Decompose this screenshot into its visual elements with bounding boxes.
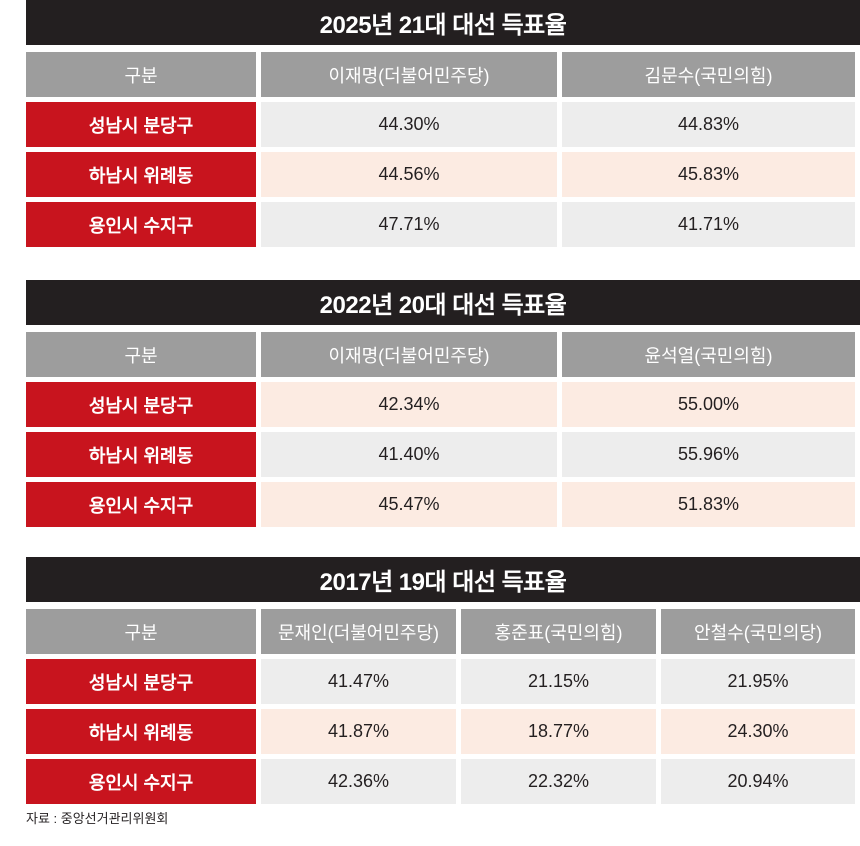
vote-share-cell: 20.94%	[661, 759, 855, 804]
vote-share-cell: 41.87%	[261, 709, 456, 754]
vote-share-cell: 45.83%	[562, 152, 855, 197]
election-table-2017: 2017년 19대 대선 득표율 구분 문재인(더불어민주당) 홍준표(국민의힘…	[26, 557, 860, 804]
table-grid: 구분 문재인(더불어민주당) 홍준표(국민의힘) 안철수(국민의당) 성남시 분…	[26, 609, 860, 804]
vote-share-cell: 22.32%	[461, 759, 656, 804]
column-header: 이재명(더불어민주당)	[261, 332, 557, 377]
vote-share-cell: 21.95%	[661, 659, 855, 704]
column-header: 구분	[26, 609, 256, 654]
column-header: 홍준표(국민의힘)	[461, 609, 656, 654]
region-label: 성남시 분당구	[26, 382, 256, 427]
vote-share-cell: 41.40%	[261, 432, 557, 477]
region-label: 하남시 위례동	[26, 152, 256, 197]
vote-share-cell: 42.36%	[261, 759, 456, 804]
vote-share-cell: 24.30%	[661, 709, 855, 754]
table-title: 2017년 19대 대선 득표율	[26, 557, 860, 602]
region-label: 성남시 분당구	[26, 102, 256, 147]
vote-share-cell: 44.30%	[261, 102, 557, 147]
column-header: 문재인(더불어민주당)	[261, 609, 456, 654]
region-label: 하남시 위례동	[26, 432, 256, 477]
region-label: 용인시 수지구	[26, 482, 256, 527]
vote-share-cell: 47.71%	[261, 202, 557, 247]
vote-share-cell: 41.47%	[261, 659, 456, 704]
table-title: 2022년 20대 대선 득표율	[26, 280, 860, 325]
column-header: 구분	[26, 332, 256, 377]
region-label: 용인시 수지구	[26, 202, 256, 247]
vote-share-cell: 44.56%	[261, 152, 557, 197]
column-header: 김문수(국민의힘)	[562, 52, 855, 97]
election-table-2025: 2025년 21대 대선 득표율 구분 이재명(더불어민주당) 김문수(국민의힘…	[26, 0, 860, 247]
vote-share-cell: 55.96%	[562, 432, 855, 477]
election-table-2022: 2022년 20대 대선 득표율 구분 이재명(더불어민주당) 윤석열(국민의힘…	[26, 280, 860, 527]
vote-share-cell: 51.83%	[562, 482, 855, 527]
table-grid: 구분 이재명(더불어민주당) 김문수(국민의힘) 성남시 분당구 44.30% …	[26, 52, 860, 247]
column-header: 구분	[26, 52, 256, 97]
vote-share-cell: 42.34%	[261, 382, 557, 427]
vote-share-cell: 18.77%	[461, 709, 656, 754]
source-note: 자료 : 중앙선거관리위원회	[26, 811, 169, 826]
region-label: 하남시 위례동	[26, 709, 256, 754]
region-label: 용인시 수지구	[26, 759, 256, 804]
column-header: 이재명(더불어민주당)	[261, 52, 557, 97]
vote-share-cell: 44.83%	[562, 102, 855, 147]
vote-share-cell: 45.47%	[261, 482, 557, 527]
table-title: 2025년 21대 대선 득표율	[26, 0, 860, 45]
column-header: 윤석열(국민의힘)	[562, 332, 855, 377]
region-label: 성남시 분당구	[26, 659, 256, 704]
vote-share-cell: 41.71%	[562, 202, 855, 247]
column-header: 안철수(국민의당)	[661, 609, 855, 654]
vote-share-cell: 55.00%	[562, 382, 855, 427]
vote-share-cell: 21.15%	[461, 659, 656, 704]
table-grid: 구분 이재명(더불어민주당) 윤석열(국민의힘) 성남시 분당구 42.34% …	[26, 332, 860, 527]
